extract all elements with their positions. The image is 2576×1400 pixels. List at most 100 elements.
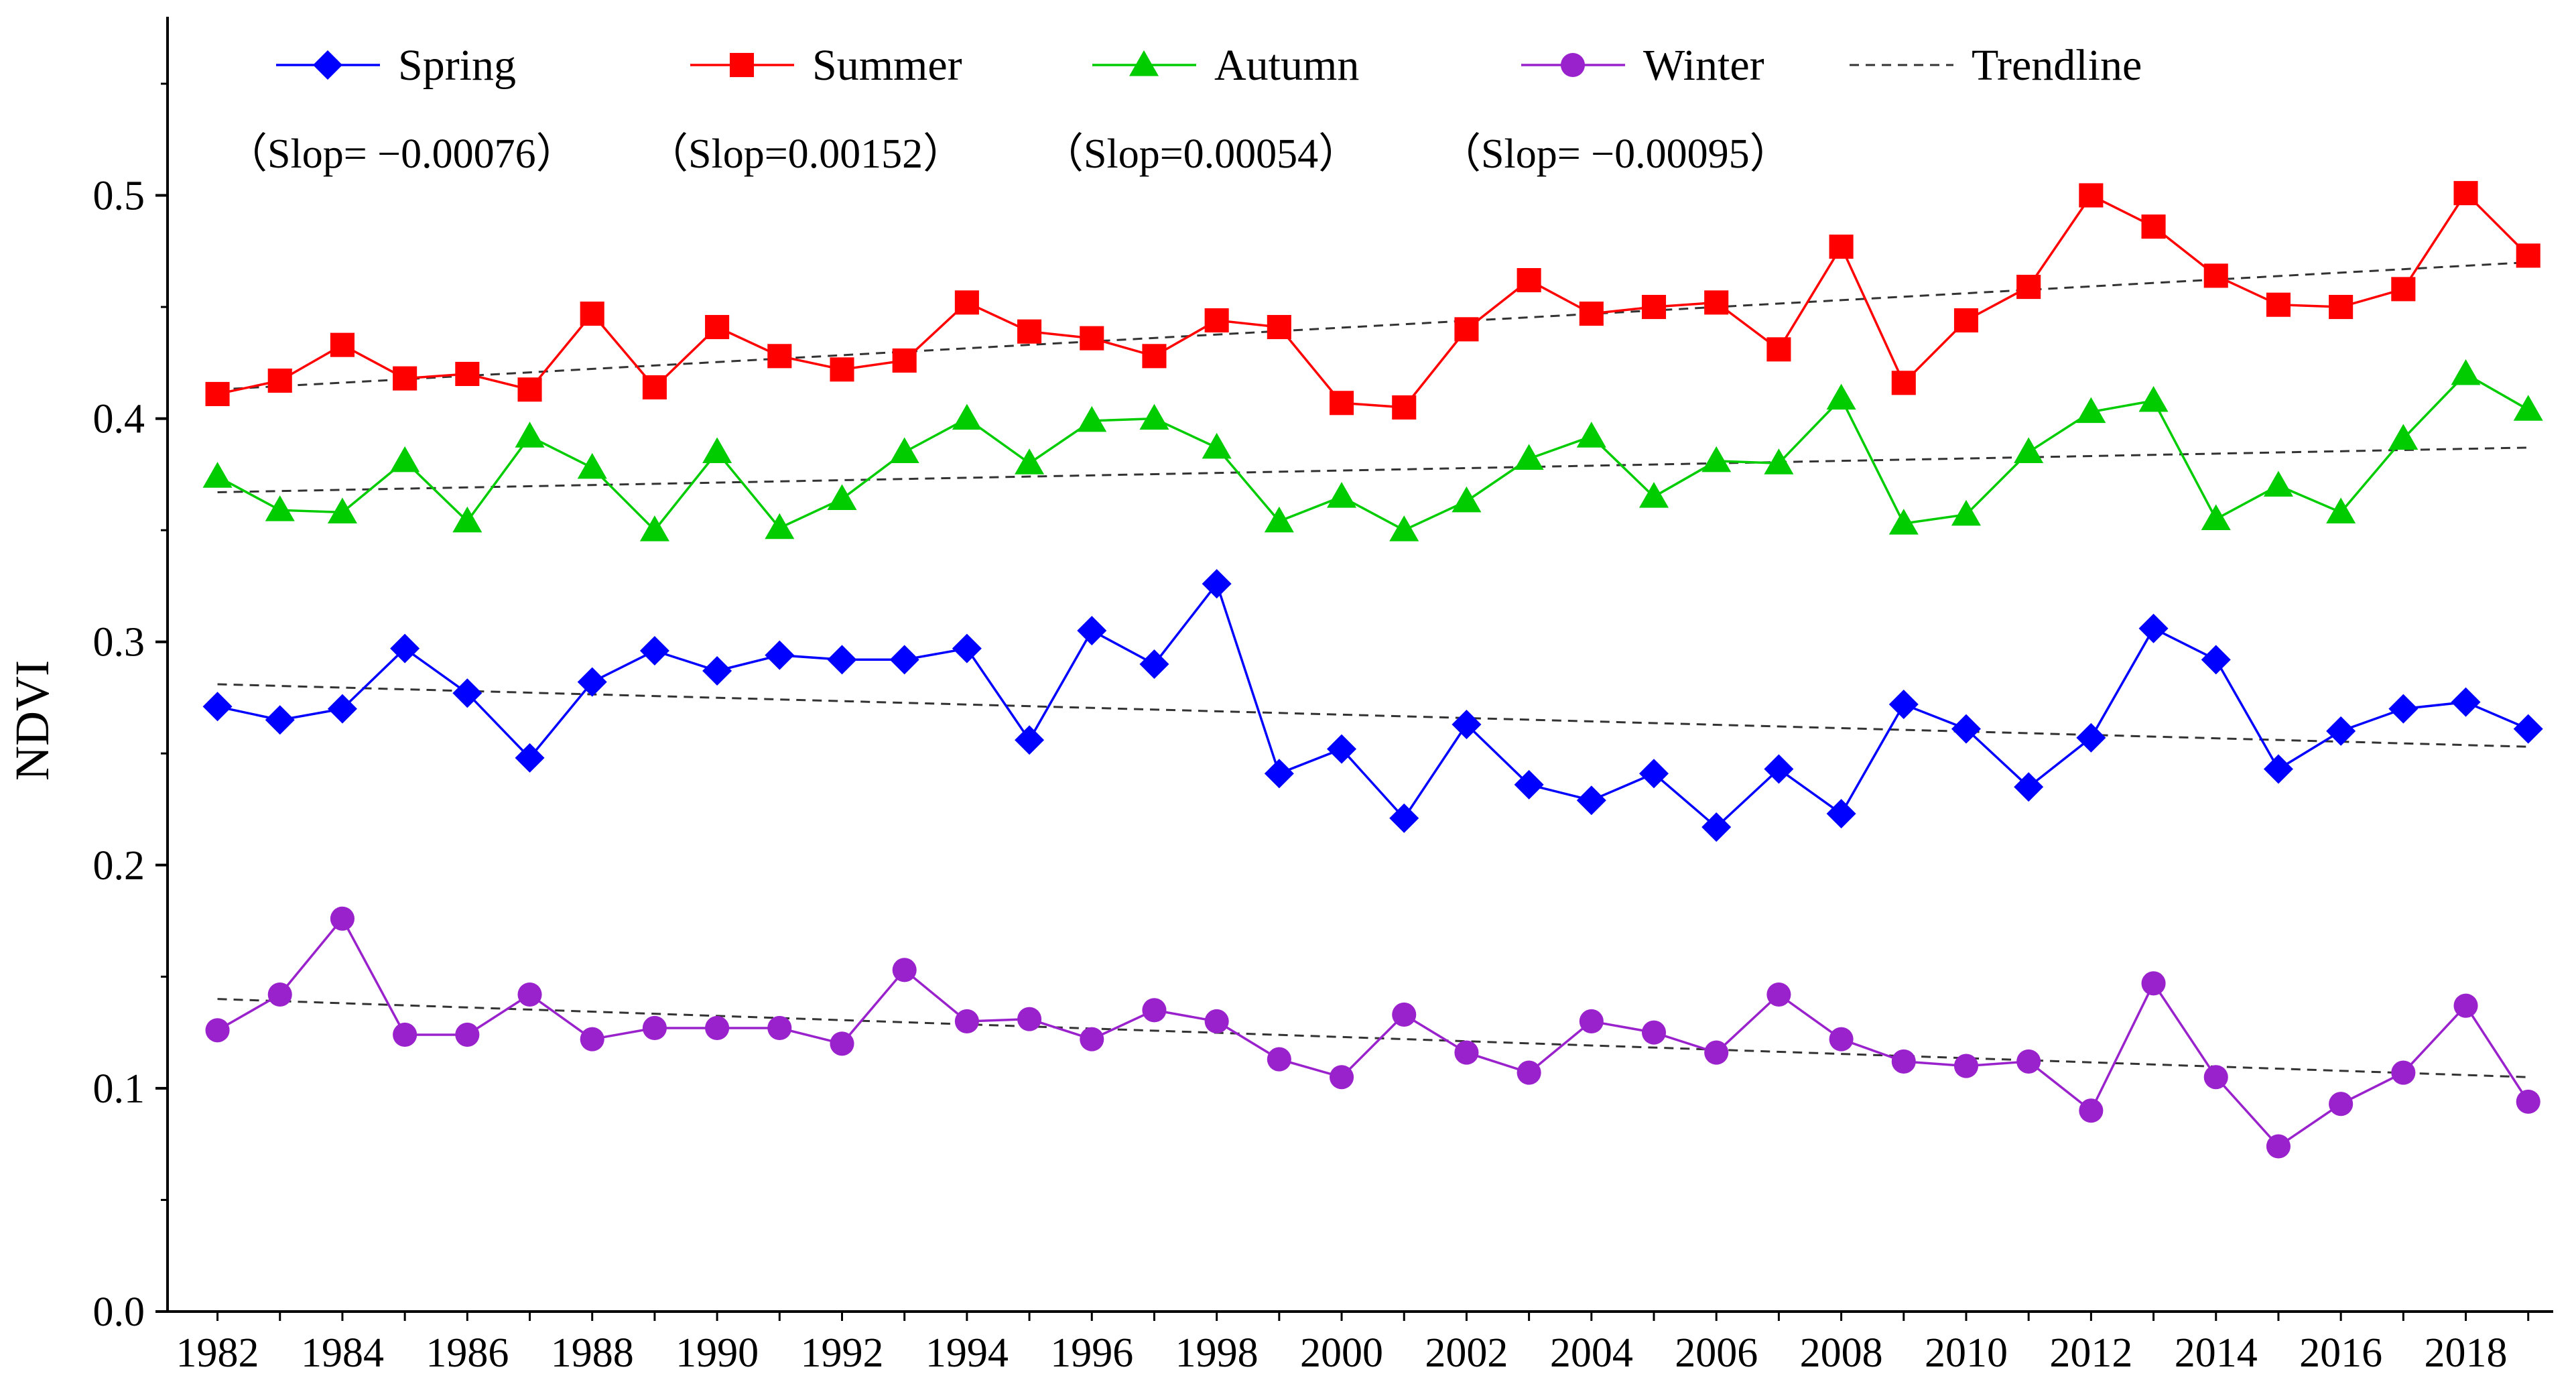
spring-point-2013 (2138, 613, 2169, 643)
autumn-point-2009 (1888, 509, 1919, 535)
winter-point-1992 (830, 1031, 854, 1056)
winter-point-1997 (1142, 998, 1167, 1023)
summer-point-1998 (1204, 308, 1229, 333)
legend-autumn-marker (1129, 50, 1159, 76)
winter-point-2003 (1517, 1060, 1541, 1085)
x-tick-label: 2016 (2299, 1330, 2382, 1376)
spring-slope-label: （Slop= −0.00076） (226, 131, 578, 177)
summer-point-2013 (2141, 214, 2166, 239)
x-tick-label: 1998 (1175, 1330, 1259, 1376)
winter-point-1988 (580, 1027, 604, 1052)
summer-point-2007 (1766, 337, 1791, 362)
y-tick-label: 0.3 (93, 620, 145, 665)
autumn-point-2010 (1951, 499, 1981, 526)
autumn-point-2017 (2388, 424, 2419, 450)
summer-point-2009 (1891, 371, 1916, 395)
autumn-point-1982 (202, 462, 233, 488)
winter-point-1989 (642, 1015, 667, 1040)
summer-point-2006 (1704, 290, 1729, 315)
winter-point-2017 (2391, 1060, 2416, 1085)
spring-point-2002 (1452, 709, 1482, 739)
summer-point-1990 (705, 314, 730, 340)
winter-point-2004 (1579, 1009, 1604, 1034)
spring-point-1984 (327, 694, 357, 724)
spring-point-1997 (1139, 649, 1169, 679)
autumn-point-1983 (265, 495, 295, 521)
spring-point-2005 (1639, 759, 1669, 789)
winter-point-2008 (1829, 1027, 1854, 1052)
autumn-point-1984 (327, 497, 357, 523)
autumn-point-1997 (1139, 403, 1169, 430)
y-tick-label: 0.4 (93, 397, 145, 442)
winter-point-2019 (2516, 1089, 2540, 1114)
autumn-point-2016 (2326, 497, 2356, 523)
summer-slope-label: （Slop=0.00152） (647, 131, 964, 177)
winter-point-2012 (2079, 1098, 2104, 1123)
summer-point-1999 (1267, 314, 1291, 340)
x-tick-label: 1992 (800, 1330, 883, 1376)
autumn-point-1986 (452, 506, 482, 533)
spring-point-1985 (390, 633, 420, 663)
summer-point-2004 (1579, 301, 1604, 326)
spring-point-1995 (1015, 725, 1045, 755)
autumn-point-2007 (1764, 448, 1794, 474)
legend-winter-marker (1560, 52, 1586, 78)
spring-series-line (217, 581, 2529, 829)
summer-point-1992 (830, 357, 854, 382)
spring-point-2001 (1389, 803, 1419, 833)
y-tick-label: 0.5 (93, 173, 145, 218)
spring-point-2014 (2201, 645, 2231, 675)
autumn-point-2011 (2014, 437, 2044, 464)
x-tick-label: 2012 (2049, 1330, 2132, 1376)
summer-point-2015 (2266, 292, 2291, 317)
winter-point-1991 (767, 1015, 792, 1040)
winter-point-2002 (1454, 1040, 1479, 1065)
autumn-point-2012 (2076, 397, 2106, 424)
spring-point-2006 (1701, 812, 1732, 842)
spring-point-1983 (265, 705, 295, 735)
spring-point-1988 (577, 667, 607, 697)
winter-point-1993 (892, 958, 917, 982)
spring-point-2004 (1576, 785, 1606, 816)
autumn-point-1990 (702, 437, 732, 464)
summer-point-1995 (1017, 319, 1042, 344)
autumn-point-1985 (390, 446, 420, 472)
x-tick-label: 2018 (2425, 1330, 2508, 1376)
summer-point-2018 (2453, 181, 2478, 206)
summer-point-2003 (1517, 268, 1541, 293)
summer-point-2012 (2079, 183, 2104, 208)
spring-point-1992 (827, 645, 857, 675)
legend-summer-marker (729, 52, 755, 78)
winter-point-2014 (2203, 1065, 2228, 1090)
summer-point-1989 (642, 375, 667, 399)
x-tick-label: 2010 (1925, 1330, 2008, 1376)
summer-point-2011 (2016, 275, 2041, 300)
summer-point-1997 (1142, 344, 1167, 369)
autumn-point-2001 (1389, 515, 1419, 542)
autumn-point-1987 (515, 422, 545, 448)
autumn-point-1989 (639, 515, 669, 542)
spring-point-2008 (1826, 799, 1856, 829)
y-tick-label: 0.0 (93, 1289, 145, 1335)
summer-point-2000 (1330, 391, 1354, 416)
spring-point-2011 (2014, 772, 2044, 802)
summer-point-2019 (2516, 243, 2540, 268)
summer-point-1991 (767, 344, 792, 369)
x-tick-label: 2014 (2175, 1330, 2258, 1376)
spring-point-2016 (2326, 716, 2356, 746)
summer-point-1996 (1080, 326, 1104, 351)
autumn-point-2019 (2513, 395, 2543, 421)
autumn-slope-label: （Slop=0.00054） (1042, 131, 1360, 177)
x-tick-label: 1984 (301, 1330, 384, 1376)
winter-point-2001 (1392, 1002, 1417, 1027)
x-tick-label: 1986 (426, 1330, 509, 1376)
winter-point-2005 (1641, 1020, 1667, 1045)
autumn-point-2006 (1701, 446, 1732, 472)
autumn-point-2004 (1576, 422, 1606, 448)
summer-point-1988 (580, 301, 604, 326)
spring-point-1994 (952, 633, 982, 663)
spring-point-2018 (2451, 687, 2481, 717)
autumn-point-2018 (2451, 359, 2481, 385)
autumn-point-2000 (1327, 482, 1357, 508)
